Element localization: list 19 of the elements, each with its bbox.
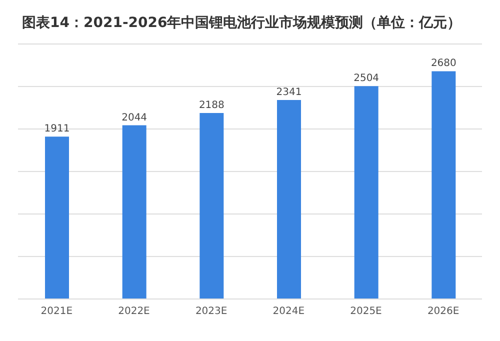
- bar: [277, 100, 301, 299]
- data-label: 1911: [44, 124, 70, 135]
- x-tick-label: 2025E: [350, 306, 382, 318]
- data-label: 2188: [198, 100, 224, 112]
- data-label: 2680: [430, 58, 456, 70]
- data-label: 2341: [276, 87, 302, 98]
- data-label: 2044: [122, 112, 148, 124]
- bar: [45, 136, 69, 299]
- bar: [200, 113, 224, 299]
- bar: [122, 125, 146, 299]
- data-label: 2504: [354, 73, 380, 84]
- bar: [354, 86, 378, 299]
- chart-title: 图表14：2021-2026年中国锂电池行业市场规模预测（单位：亿元）: [21, 14, 462, 33]
- x-tick-label: 2023E: [195, 306, 228, 318]
- x-tick-label: 2022E: [118, 306, 150, 318]
- x-tick-label: 2026E: [427, 306, 460, 318]
- bar: [432, 71, 456, 299]
- x-tick-label: 2021E: [40, 306, 73, 318]
- x-tick-label: 2024E: [272, 306, 305, 318]
